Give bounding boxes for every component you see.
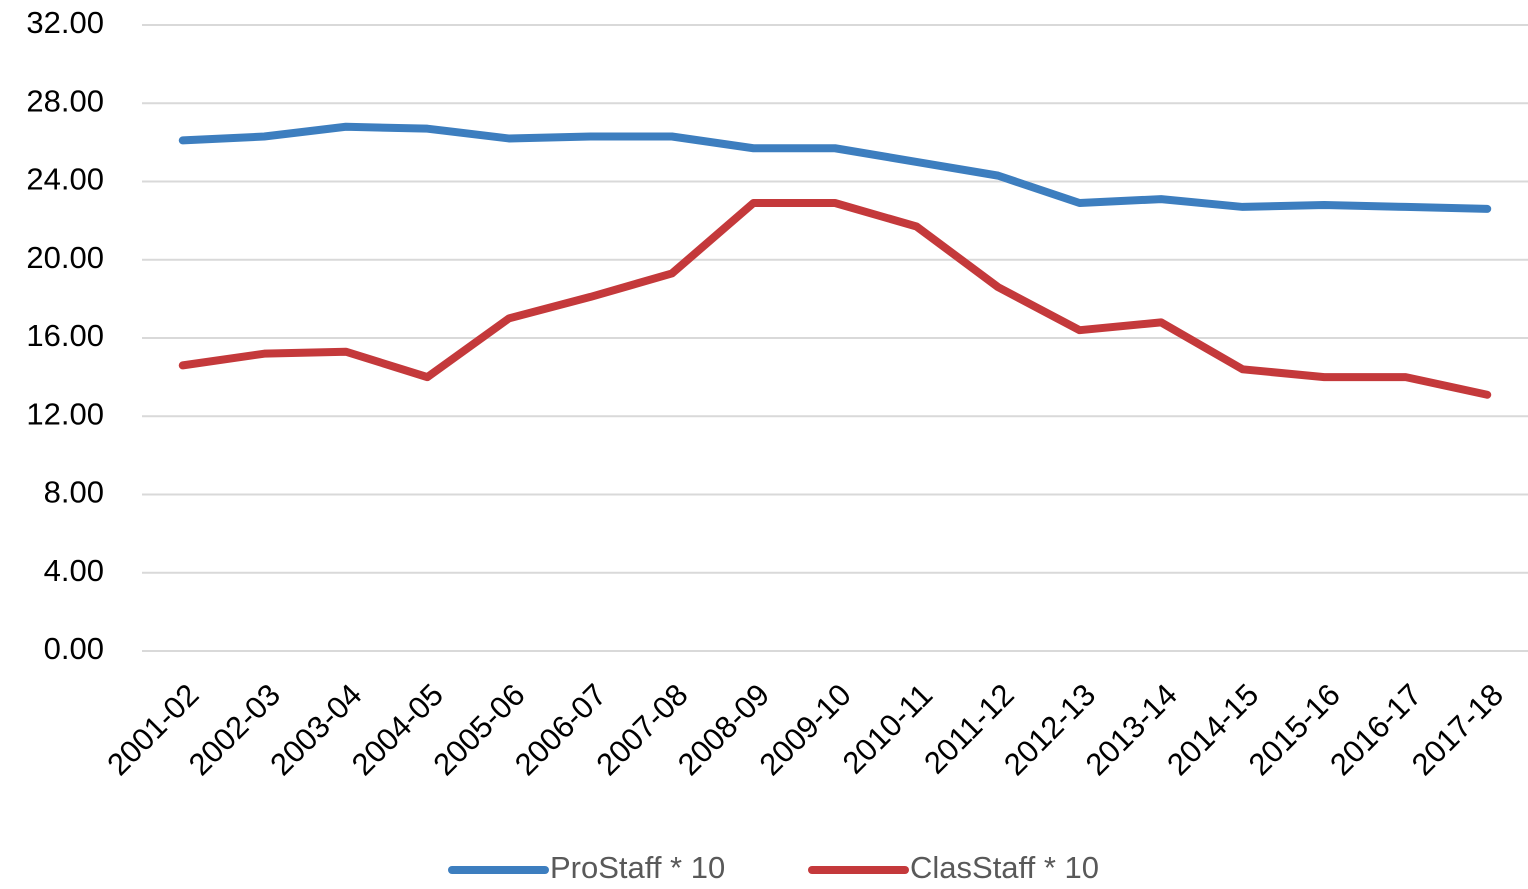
y-tick-label: 16.00 (26, 318, 104, 353)
y-tick-label: 24.00 (26, 162, 104, 197)
x-tick-label: 2010-11 (836, 677, 940, 781)
y-tick-label: 20.00 (26, 240, 104, 275)
y-tick-label: 32.00 (26, 5, 104, 40)
series-line (178, 122, 1492, 213)
legend-label: ClasStaff * 10 (910, 850, 1099, 885)
series-line (178, 199, 1492, 399)
legend-label: ProStaff * 10 (550, 850, 725, 885)
y-tick-label: 28.00 (26, 83, 104, 118)
y-tick-label: 12.00 (26, 396, 104, 431)
y-tick-label: 8.00 (44, 475, 104, 510)
y-tick-label: 4.00 (44, 553, 104, 588)
x-tick-label: 2009-10 (753, 677, 858, 782)
x-tick-label: 2017-18 (1405, 677, 1510, 782)
y-tick-label: 0.00 (44, 631, 104, 666)
